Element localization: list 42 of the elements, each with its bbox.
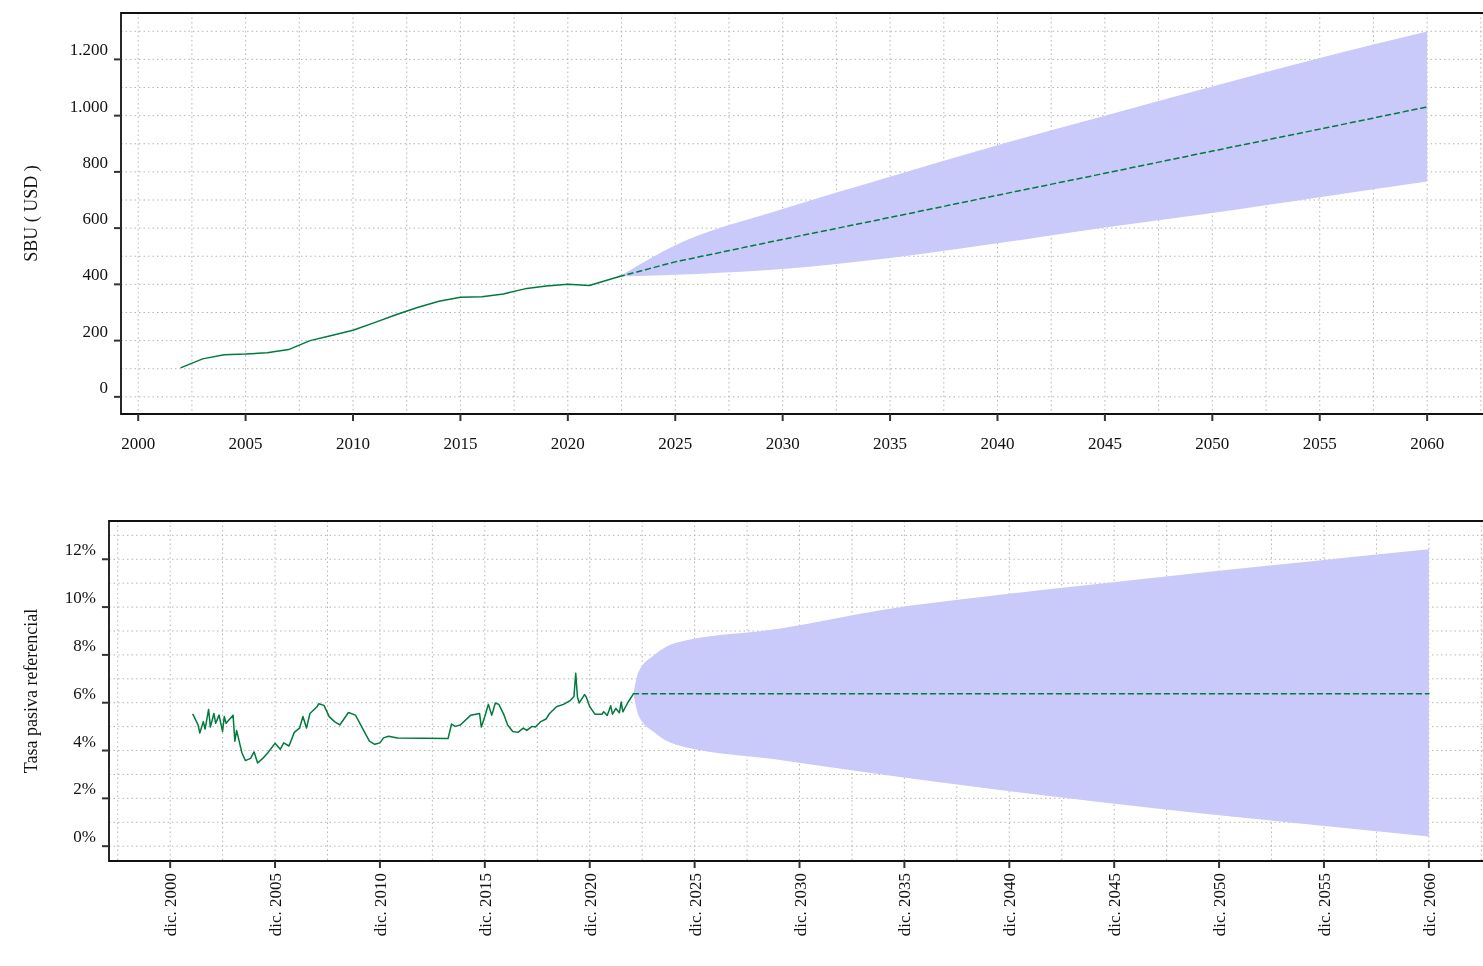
x-tick-label: 2050	[1195, 434, 1230, 453]
y-tick-label: 600	[82, 209, 108, 229]
x-tick-label: 2030	[765, 434, 800, 453]
x-tick-label: 2060	[1410, 434, 1445, 453]
x-tick-label: dic. 2025	[685, 873, 705, 937]
x-tick-label: 2000	[121, 434, 156, 453]
x-tick-label: 2025	[658, 434, 693, 453]
x-tick-label: dic. 2060	[1419, 873, 1439, 937]
x-tick-label: dic. 2055	[1314, 873, 1334, 937]
y-tick-label: 6%	[73, 683, 96, 703]
x-tick-label: 2055	[1302, 434, 1337, 453]
y-tick-label: 10%	[64, 588, 96, 608]
y-tick-label: 0%	[73, 827, 96, 847]
y-tick-label: 12%	[64, 540, 96, 560]
x-tick-label: dic. 2045	[1105, 873, 1125, 937]
x-tick-label: dic. 2030	[790, 873, 810, 937]
x-tick-label: dic. 2020	[580, 873, 600, 937]
y-tick-label: 200	[82, 321, 108, 341]
x-tick-label: 2020	[550, 434, 585, 453]
y-tick-label: 2%	[73, 779, 96, 799]
x-tick-label: dic. 2000	[161, 873, 181, 937]
x-tick-label: dic. 2035	[895, 873, 915, 937]
y-tick-label: 1.000	[69, 96, 108, 116]
y-axis-title: Tasa pasiva referencial	[21, 608, 41, 774]
x-tick-label: dic. 2040	[1000, 873, 1020, 937]
x-tick-label: dic. 2010	[370, 873, 390, 937]
x-tick-label: 2015	[443, 434, 478, 453]
y-tick-label: 400	[82, 265, 108, 285]
x-tick-label: dic. 2015	[475, 873, 495, 937]
x-tick-label: 2010	[336, 434, 371, 453]
y-tick-label: 8%	[73, 635, 96, 655]
y-tick-label: 0	[99, 377, 108, 397]
x-tick-label: 2040	[980, 434, 1015, 453]
x-tick-label: dic. 2050	[1210, 873, 1230, 937]
x-tick-label: 2045	[1087, 434, 1122, 453]
y-tick-label: 800	[82, 152, 108, 172]
y-tick-label: 4%	[73, 731, 96, 751]
y-tick-label: 1.200	[69, 40, 108, 60]
x-tick-label: 2035	[873, 434, 908, 453]
x-tick-label: dic. 2005	[266, 873, 286, 937]
y-axis-title: SBU ( USD )	[21, 165, 42, 262]
x-tick-label: 2005	[228, 434, 263, 453]
